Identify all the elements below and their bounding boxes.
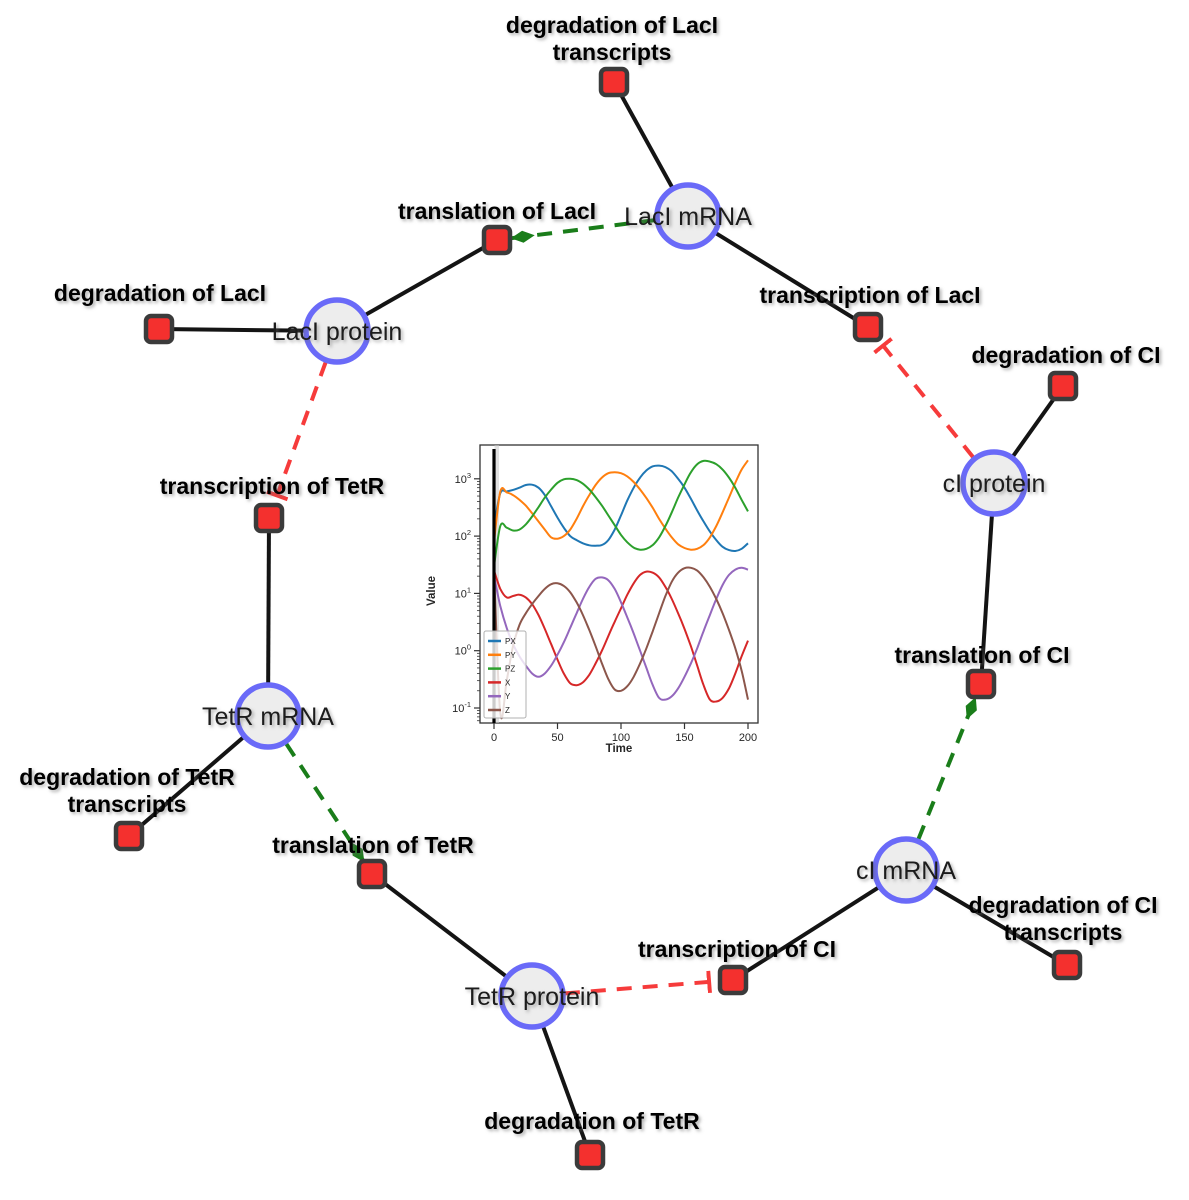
edge-laci_protein-txn_tetr-inhibition <box>266 361 328 502</box>
edge-ci_protein-txn_laci-inhibition <box>873 337 975 459</box>
legend-entry-PX: PX <box>505 637 516 646</box>
reaction-node-deg_ci_tx <box>1051 949 1083 981</box>
reaction-node-transl_ci <box>965 668 997 700</box>
species-node-ci_protein <box>960 449 1028 517</box>
edge-ci_mrna-transl_ci-activation <box>916 696 978 841</box>
reaction-node-txn_tetr <box>253 502 285 534</box>
species-label-tetr_protein: TetR protein <box>465 983 600 1011</box>
reaction-node-txn_laci <box>852 311 884 343</box>
species-label-tetr_mrna: TetR mRNA <box>202 703 334 731</box>
reaction-node-transl_tetr <box>356 858 388 890</box>
y-tick-label-10e2: 102 <box>455 528 471 543</box>
reaction-node-deg_tetr_tx <box>113 820 145 852</box>
species-label-ci_protein: cI protein <box>943 470 1046 498</box>
species-label-laci_protein: LacI protein <box>272 318 403 346</box>
species-label-laci_mrna: LacI mRNA <box>624 203 752 231</box>
legend-entry-X: X <box>505 678 511 687</box>
species-node-tetr_mrna <box>234 682 302 750</box>
edge-laci_mrna-deg_laci_tx-consumption <box>612 81 675 190</box>
reaction-label-deg_ci_tx: degradation of CI transcripts <box>968 892 1157 945</box>
reaction-label-txn_tetr: transcription of TetR <box>160 473 385 499</box>
chart-frame <box>479 444 759 724</box>
legend-entry-Y: Y <box>505 692 511 701</box>
edge-ci_mrna-deg_ci_tx-consumption <box>931 884 1069 967</box>
labels-layer: LacI mRNA LacI protein TetR mRNA TetR prote… <box>19 12 1160 1134</box>
y-tick-label-10e-1: 10-1 <box>452 700 471 715</box>
species-node-tetr_protein <box>498 962 566 1030</box>
reaction-node-deg_tetr <box>574 1139 606 1171</box>
edge-tetr_mrna-deg_tetr_tx-consumption <box>127 734 246 838</box>
reaction-node-txn_ci <box>717 964 749 996</box>
x-tick-label-150: 150 <box>675 732 693 744</box>
series-line-Y <box>493 566 749 701</box>
series-line-PX <box>493 464 749 553</box>
legend-entry-Z: Z <box>505 706 510 715</box>
legend-entry-PY: PY <box>505 651 516 660</box>
nodes-layer <box>113 66 1083 1171</box>
chart-legend: PX PY PZ XYZ <box>483 630 527 719</box>
reaction-label-transl_ci: translation of CI <box>894 642 1069 668</box>
reaction-label-deg_laci_tx: degradation of LacI transcripts <box>506 12 718 65</box>
timecourse-chart: 10-1 100 101 102 103 0 50 100 150 200 PX PY PZ XYZ <box>452 444 759 744</box>
reaction-label-deg_laci: degradation of LacI <box>54 280 266 306</box>
series-line-PZ <box>493 459 749 567</box>
y-tick-label-10e3: 103 <box>455 471 471 486</box>
y-tick-label-10e1: 101 <box>455 585 471 600</box>
reaction-node-deg_laci <box>143 313 175 345</box>
reaction-label-txn_laci: transcription of LacI <box>759 282 980 308</box>
x-tick-label-0: 0 <box>491 732 497 744</box>
x-tick-label-50: 50 <box>551 732 563 744</box>
reaction-label-txn_ci: transcription of CI <box>638 936 836 962</box>
reaction-label-deg_ci: degradation of CI <box>971 342 1160 368</box>
edge-tetr_protein-deg_tetr-consumption <box>540 1024 592 1156</box>
x-tick-label-100: 100 <box>612 732 630 744</box>
species-node-laci_mrna <box>654 182 722 250</box>
species-node-ci_mrna <box>872 836 940 904</box>
reaction-label-transl_tetr: translation of TetR <box>272 832 474 858</box>
y-tick-label-10e0: 100 <box>455 643 471 658</box>
edge-tetr_mrna-transl_tetr-activation <box>284 742 366 864</box>
chart-ylabel: Value <box>426 575 438 607</box>
reaction-node-deg_ci <box>1047 370 1079 402</box>
species-label-ci_mrna: cI mRNA <box>856 857 956 885</box>
series-line-PY <box>493 459 749 551</box>
series-line-X <box>493 570 749 703</box>
x-tick-label-200: 200 <box>739 732 757 744</box>
species-node-laci_protein <box>303 297 371 365</box>
series-line-Z <box>493 566 749 720</box>
reaction-label-deg_tetr_tx: degradation of TetR transcripts <box>19 764 235 817</box>
reaction-label-transl_laci: translation of LacI <box>398 198 596 224</box>
timecourse-inset-plot: 10-1 100 101 102 103 0 50 100 150 200 PX PY PZ X Y Z Ti… <box>420 437 770 762</box>
legend-entry-PZ: PZ <box>505 665 515 674</box>
reaction-label-deg_tetr: degradation of TetR <box>484 1108 700 1134</box>
edge-laci_protein-deg_laci-consumption <box>158 327 307 333</box>
initial-shaded-band <box>494 445 499 723</box>
reaction-node-deg_laci_tx <box>598 66 630 98</box>
chart-xlabel: Time <box>605 743 633 755</box>
reaction-node-transl_laci <box>481 224 513 256</box>
